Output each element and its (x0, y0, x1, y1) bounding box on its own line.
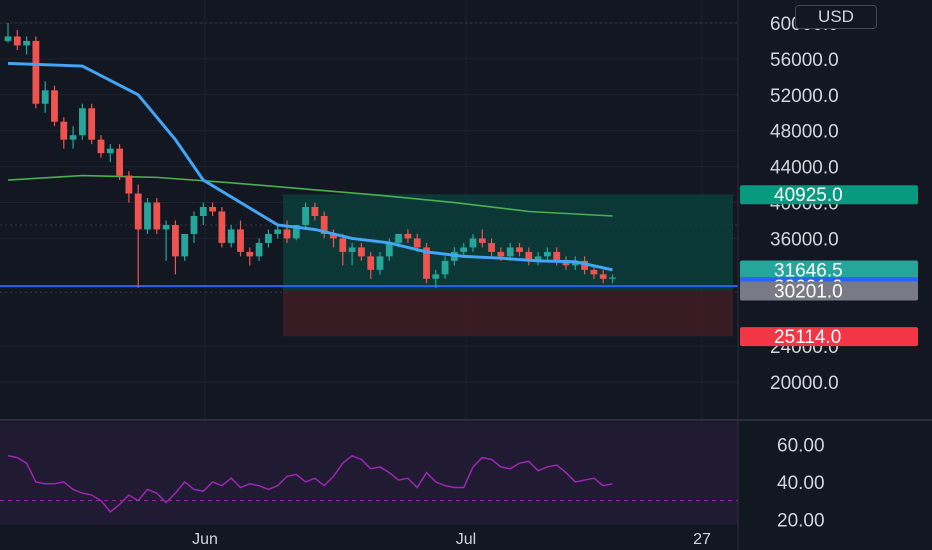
candle-body (125, 175, 133, 194)
candle-body (581, 260, 588, 270)
position-stop-zone[interactable] (283, 290, 733, 337)
rsi-axis-tick-label: 20.00 (777, 510, 825, 531)
candle-body (218, 211, 226, 243)
candle-body (274, 229, 282, 234)
candle-body (469, 238, 477, 248)
rsi-axis-tick-label: 40.00 (777, 473, 825, 494)
candle-body (609, 277, 616, 279)
candle-body (116, 148, 123, 176)
candle-body (97, 139, 105, 154)
candle-body (534, 256, 542, 261)
candle-body (562, 260, 570, 266)
time-axis-tick-label: 27 (693, 531, 711, 548)
candle-body (506, 247, 514, 257)
candle-body (162, 224, 170, 230)
candle-body (237, 229, 244, 252)
price-axis-tick-label: 44000.0 (770, 158, 839, 179)
price-tag-label: 40925.0 (774, 185, 843, 206)
candle-body (60, 121, 68, 140)
candle-body (376, 256, 384, 270)
currency-button[interactable]: USD (795, 5, 877, 29)
candle-body (413, 238, 421, 248)
candle-body (106, 148, 114, 154)
candle-body (69, 135, 77, 140)
price-tag-label: 25114.0 (774, 327, 841, 348)
candle-body (599, 274, 607, 279)
candle-body (292, 224, 300, 239)
candle-body (283, 229, 291, 239)
price-tag (740, 327, 918, 347)
candle-body (23, 40, 30, 46)
candle-body (51, 90, 58, 122)
candle-body (339, 238, 347, 252)
candle-body (367, 256, 375, 270)
candle-body (144, 202, 151, 230)
last-price-label: 31646.5 (774, 261, 843, 282)
candle-body (441, 260, 449, 275)
position-target-zone[interactable] (283, 194, 733, 291)
candle-body (385, 242, 393, 257)
candle-body (460, 247, 468, 252)
price-axis-tick-label: 56000.0 (770, 50, 839, 71)
candle-body (79, 108, 86, 136)
rsi-band (0, 422, 738, 525)
candle-body (181, 233, 189, 257)
price-axis-tick-label: 36000.0 (770, 229, 839, 250)
candle-body (265, 233, 272, 243)
candle-body (209, 207, 216, 212)
candle-body (525, 251, 533, 261)
candle-body (227, 229, 235, 243)
candle-body (358, 247, 365, 257)
candle-body (404, 233, 412, 239)
candle-body (172, 224, 179, 257)
candle-body (590, 269, 598, 275)
candle-body (311, 207, 319, 216)
candle-body (41, 90, 49, 104)
price-axis-tick-label: 48000.0 (770, 122, 839, 143)
candle-body (190, 215, 198, 234)
fast-moving-average-line (7, 61, 613, 272)
candle-body (553, 251, 561, 261)
candle-body (246, 251, 254, 257)
candle-body (320, 215, 328, 234)
candle-body (497, 251, 505, 257)
candle-body (330, 233, 337, 239)
candle-body (153, 202, 161, 230)
candle-body (302, 207, 309, 225)
candle-body (255, 242, 263, 257)
candle-body (395, 233, 402, 243)
slow-moving-average-line (7, 174, 613, 217)
price-axis-tick-label: 52000.0 (770, 86, 839, 107)
candle-body (134, 193, 142, 230)
candle-body (478, 238, 486, 243)
price-tag (740, 281, 918, 301)
candle-body (544, 251, 551, 257)
candle-body (88, 108, 96, 140)
candle-body (348, 247, 356, 252)
candle-body (516, 247, 523, 252)
time-axis-tick-label: Jun (192, 531, 218, 548)
price-tag-label: 30201.0 (774, 281, 843, 302)
rsi-axis-tick-label: 60.00 (777, 435, 825, 456)
price-axis-tick-label: 20000.0 (770, 373, 839, 394)
candle-body (4, 36, 12, 41)
candle-body (32, 40, 40, 104)
candle-body (199, 207, 207, 216)
candle-body (13, 36, 21, 46)
candle-body (423, 247, 430, 279)
candle-body (488, 242, 495, 252)
rsi-line (7, 454, 613, 513)
price-tag (740, 185, 918, 205)
candle-body (432, 274, 440, 279)
time-axis-tick-label: Jul (456, 531, 476, 548)
